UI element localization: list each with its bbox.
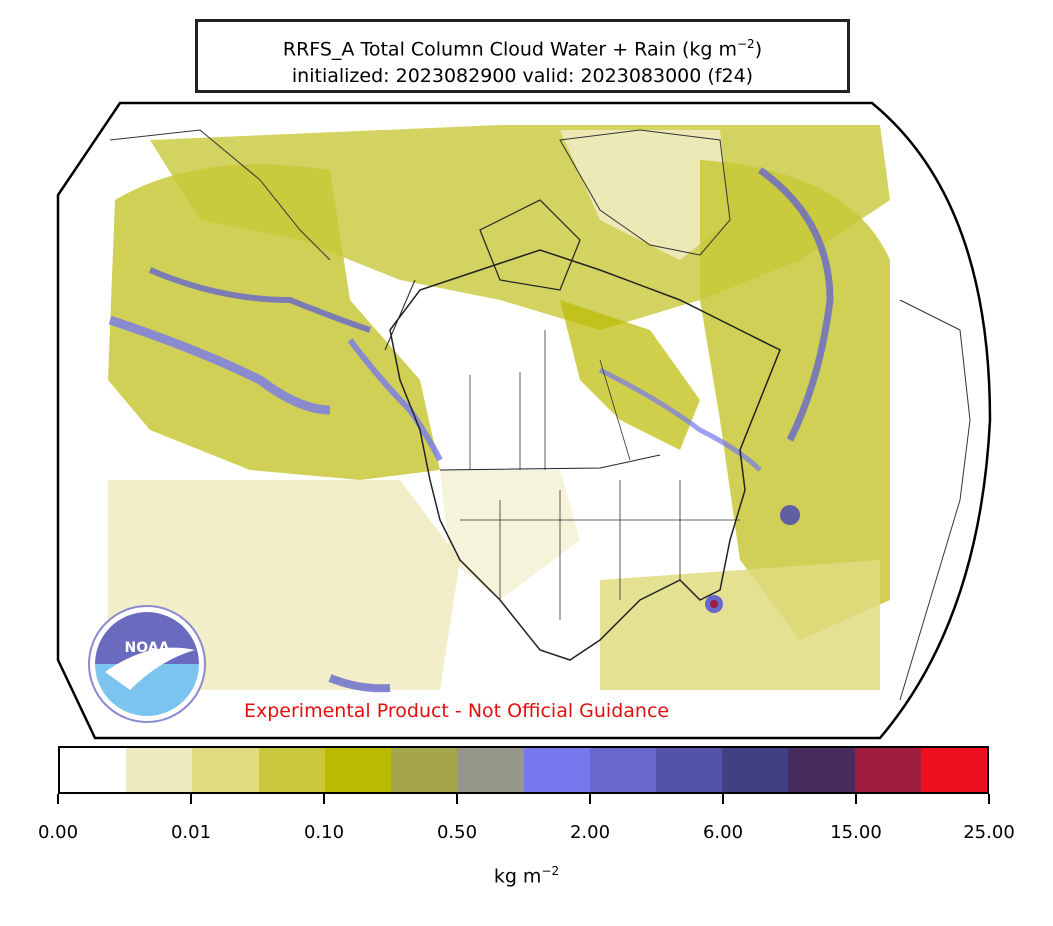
colorbar-segment-4 xyxy=(324,748,392,792)
colorbar-segment-9 xyxy=(655,748,723,792)
noaa-logo-text: NOAA xyxy=(125,640,170,656)
map-border xyxy=(56,101,992,740)
colorbar-segment-0 xyxy=(60,748,127,792)
colorbar-units: kg m−2 xyxy=(493,864,560,888)
band-east-canada xyxy=(598,367,762,472)
cloud-field-central-us xyxy=(440,470,580,600)
colorbar-tick xyxy=(323,794,325,804)
colorbar-segment-3 xyxy=(258,748,325,792)
colorbar-segment-10 xyxy=(722,748,789,792)
russia-coast xyxy=(109,129,331,261)
colorbar xyxy=(58,746,989,794)
colorbar-segment-6 xyxy=(457,748,524,792)
colorbar-segment-8 xyxy=(589,748,656,792)
band-pacific-2 xyxy=(148,267,371,333)
title-box: RRFS_A Total Column Cloud Water + Rain (… xyxy=(195,19,850,93)
band-atlantic xyxy=(757,167,834,442)
storm-gulf-core xyxy=(710,600,718,608)
page-subtitle: initialized: 2023082900 valid: 202308300… xyxy=(291,65,754,88)
colorbar-segment-12 xyxy=(854,748,921,792)
colorbar-tick xyxy=(855,794,857,804)
cloud-field-greenland xyxy=(560,130,730,260)
coastline-north-america xyxy=(389,249,781,661)
cloud-field-hudson xyxy=(560,300,700,450)
page-title: RRFS_A Total Column Cloud Water + Rain (… xyxy=(282,37,763,61)
colorbar-tick xyxy=(589,794,591,804)
colorbar-segment-11 xyxy=(788,748,855,792)
colorbar-tick-label: 0.01 xyxy=(170,822,212,843)
colorbar-segment-5 xyxy=(391,748,458,792)
colorbar-ticks xyxy=(57,794,990,804)
cloud-field-north-pacific xyxy=(108,164,440,480)
province-lines xyxy=(469,330,631,470)
band-tropical xyxy=(328,674,391,693)
band-alaska xyxy=(347,338,443,462)
colorbar-tick-label: 0.10 xyxy=(303,822,345,843)
cloud-field-caribbean xyxy=(600,560,880,690)
arctic-islands xyxy=(479,199,581,291)
europe-africa-coast xyxy=(899,299,971,701)
colorbar-tick-label: 0.00 xyxy=(37,822,79,843)
colorbar-tick-label: 0.50 xyxy=(436,822,478,843)
border-us-canada xyxy=(439,454,661,471)
colorbar-tick xyxy=(988,794,990,804)
colorbar-tick-label: 2.00 xyxy=(569,822,611,843)
storm-atlantic xyxy=(780,505,800,525)
colorbar-tick-label: 25.00 xyxy=(963,822,1015,843)
state-lines xyxy=(460,480,740,620)
map-data-layer xyxy=(58,103,990,738)
alaska-border xyxy=(384,279,416,351)
colorbar-tick xyxy=(722,794,724,804)
colorbar-tick xyxy=(57,794,59,804)
colorbar-tick xyxy=(190,794,192,804)
colorbar-segment-7 xyxy=(523,748,590,792)
colorbar-segment-13 xyxy=(920,748,988,792)
band-pacific-1 xyxy=(108,315,331,415)
colorbar-tick-label: 15.00 xyxy=(830,822,882,843)
greenland-outline xyxy=(559,129,731,256)
colorbar-segment-2 xyxy=(192,748,259,792)
colorbar-tick-label: 6.00 xyxy=(702,822,744,843)
colorbar-segment-1 xyxy=(126,748,193,792)
noaa-logo: NOAA xyxy=(88,605,206,723)
colorbar-tick xyxy=(456,794,458,804)
cloud-field-atlantic xyxy=(700,160,890,640)
disclaimer-text: Experimental Product - Not Official Guid… xyxy=(244,700,670,722)
